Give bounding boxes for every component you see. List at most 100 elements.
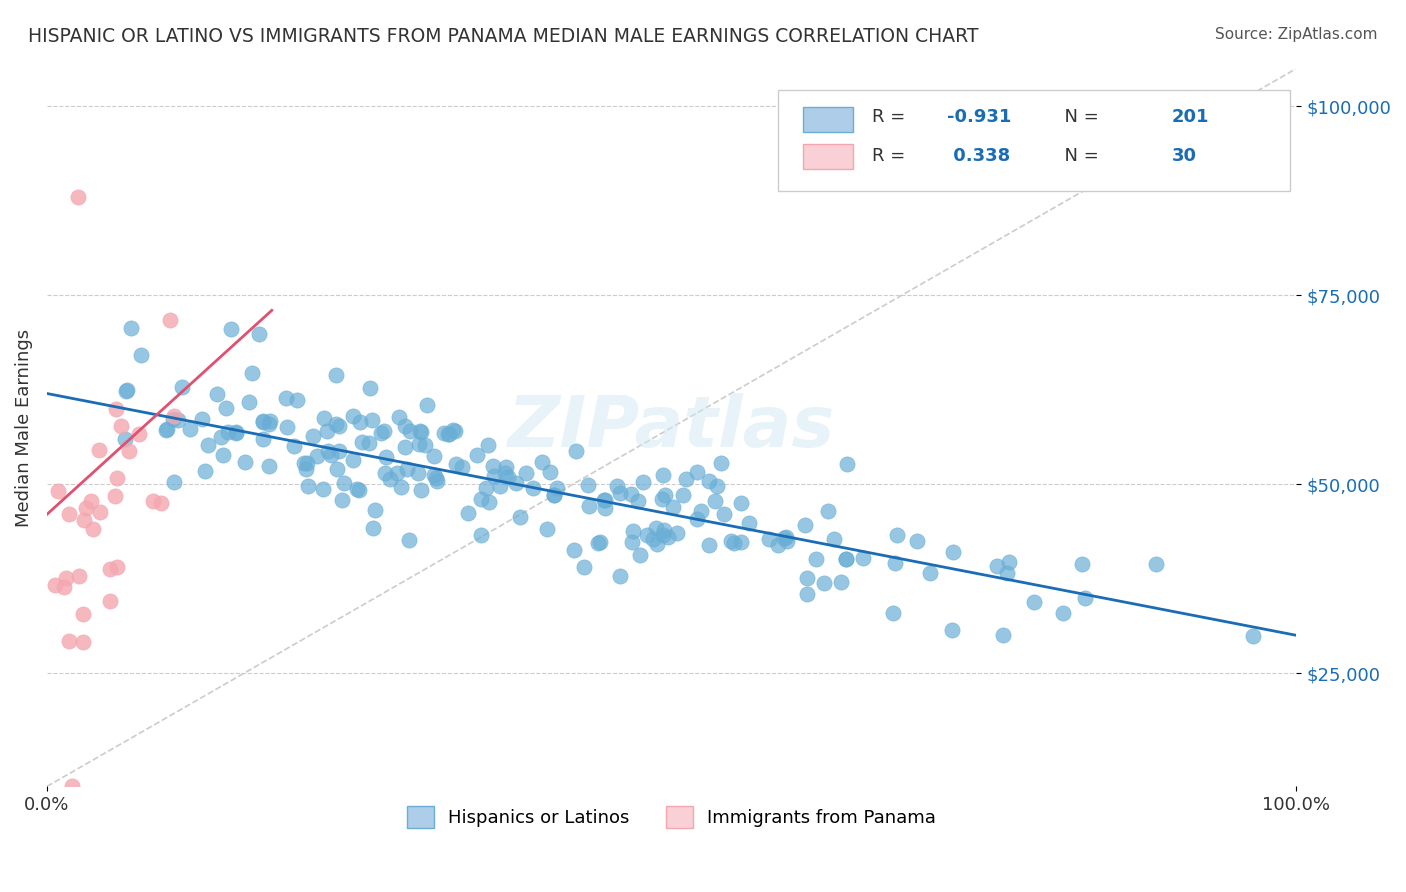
Hispanics or Latinos [586, 535, 609, 549]
Hispanics or Latinos [252, 414, 274, 428]
Hispanics or Latinos [1052, 606, 1074, 620]
Hispanics or Latinos [697, 538, 720, 552]
Hispanics or Latinos [672, 488, 695, 502]
Hispanics or Latinos [312, 411, 335, 425]
Hispanics or Latinos [1073, 591, 1095, 606]
Hispanics or Latinos [319, 448, 342, 462]
Hispanics or Latinos [411, 425, 433, 440]
Text: -0.931: -0.931 [946, 108, 1011, 127]
Hispanics or Latinos [730, 534, 752, 549]
Hispanics or Latinos [457, 506, 479, 520]
Hispanics or Latinos [155, 423, 177, 437]
Immigrants from Panama [60, 780, 83, 794]
Hispanics or Latinos [572, 559, 595, 574]
Hispanics or Latinos [883, 557, 905, 571]
Immigrants from Panama [53, 580, 76, 594]
Hispanics or Latinos [478, 495, 501, 509]
Hispanics or Latinos [675, 472, 697, 486]
Hispanics or Latinos [776, 534, 799, 549]
Hispanics or Latinos [361, 521, 384, 535]
Hispanics or Latinos [316, 444, 339, 458]
Hispanics or Latinos [252, 432, 274, 446]
Hispanics or Latinos [942, 544, 965, 558]
Hispanics or Latinos [627, 493, 650, 508]
Hispanics or Latinos [441, 423, 464, 437]
Hispanics or Latinos [316, 424, 339, 438]
Hispanics or Latinos [543, 488, 565, 502]
Hispanics or Latinos [215, 401, 238, 415]
Hispanics or Latinos [225, 426, 247, 441]
Hispanics or Latinos [706, 478, 728, 492]
Hispanics or Latinos [1022, 595, 1045, 609]
Hispanics or Latinos [758, 533, 780, 547]
Hispanics or Latinos [257, 459, 280, 474]
Hispanics or Latinos [713, 507, 735, 521]
Hispanics or Latinos [796, 587, 818, 601]
Hispanics or Latinos [359, 436, 381, 450]
Hispanics or Latinos [129, 348, 152, 362]
Hispanics or Latinos [292, 456, 315, 470]
Hispanics or Latinos [697, 474, 720, 488]
Hispanics or Latinos [425, 471, 447, 485]
Hispanics or Latinos [1071, 557, 1094, 571]
Immigrants from Panama [104, 489, 127, 503]
Hispanics or Latinos [495, 459, 517, 474]
Immigrants from Panama [159, 312, 181, 326]
Hispanics or Latinos [830, 575, 852, 590]
Hispanics or Latinos [328, 418, 350, 433]
Hispanics or Latinos [409, 424, 432, 438]
Immigrants from Panama [105, 560, 128, 574]
Hispanics or Latinos [710, 456, 733, 470]
Hispanics or Latinos [247, 326, 270, 341]
Hispanics or Latinos [470, 528, 492, 542]
Hispanics or Latinos [509, 509, 531, 524]
Hispanics or Latinos [311, 482, 333, 496]
Hispanics or Latinos [444, 457, 467, 471]
Immigrants from Panama [67, 569, 90, 583]
Hispanics or Latinos [804, 552, 827, 566]
Hispanics or Latinos [576, 477, 599, 491]
Text: Source: ZipAtlas.com: Source: ZipAtlas.com [1215, 27, 1378, 42]
Text: 0.338: 0.338 [946, 147, 1010, 165]
Hispanics or Latinos [394, 440, 416, 454]
Hispanics or Latinos [882, 606, 904, 620]
Hispanics or Latinos [738, 516, 761, 531]
Text: R =: R = [872, 147, 911, 165]
Hispanics or Latinos [394, 419, 416, 434]
Hispanics or Latinos [252, 415, 274, 429]
Hispanics or Latinos [995, 566, 1018, 581]
Hispanics or Latinos [543, 487, 565, 501]
Hispanics or Latinos [886, 528, 908, 542]
Hispanics or Latinos [723, 536, 745, 550]
Hispanics or Latinos [475, 481, 498, 495]
Immigrants from Panama [72, 607, 94, 621]
Hispanics or Latinos [986, 559, 1008, 574]
Hispanics or Latinos [991, 628, 1014, 642]
Hispanics or Latinos [834, 551, 856, 566]
Hispanics or Latinos [636, 528, 658, 542]
Hispanics or Latinos [536, 522, 558, 536]
Hispanics or Latinos [361, 413, 384, 427]
Hispanics or Latinos [837, 458, 859, 472]
Immigrants from Panama [118, 444, 141, 458]
Text: N =: N = [1053, 147, 1104, 165]
Immigrants from Panama [82, 523, 104, 537]
Hispanics or Latinos [114, 433, 136, 447]
Hispanics or Latinos [823, 532, 845, 546]
Hispanics or Latinos [114, 384, 136, 398]
Hispanics or Latinos [115, 383, 138, 397]
Hispanics or Latinos [505, 475, 527, 490]
Hispanics or Latinos [654, 488, 676, 502]
Immigrants from Panama [79, 494, 101, 508]
Hispanics or Latinos [330, 492, 353, 507]
Hispanics or Latinos [221, 322, 243, 336]
Hispanics or Latinos [163, 475, 186, 489]
Text: 30: 30 [1171, 147, 1197, 165]
Hispanics or Latinos [813, 576, 835, 591]
Hispanics or Latinos [465, 449, 488, 463]
Hispanics or Latinos [276, 420, 298, 434]
Hispanics or Latinos [657, 530, 679, 544]
Hispanics or Latinos [1241, 629, 1264, 643]
Hispanics or Latinos [835, 552, 858, 566]
Hispanics or Latinos [285, 392, 308, 407]
